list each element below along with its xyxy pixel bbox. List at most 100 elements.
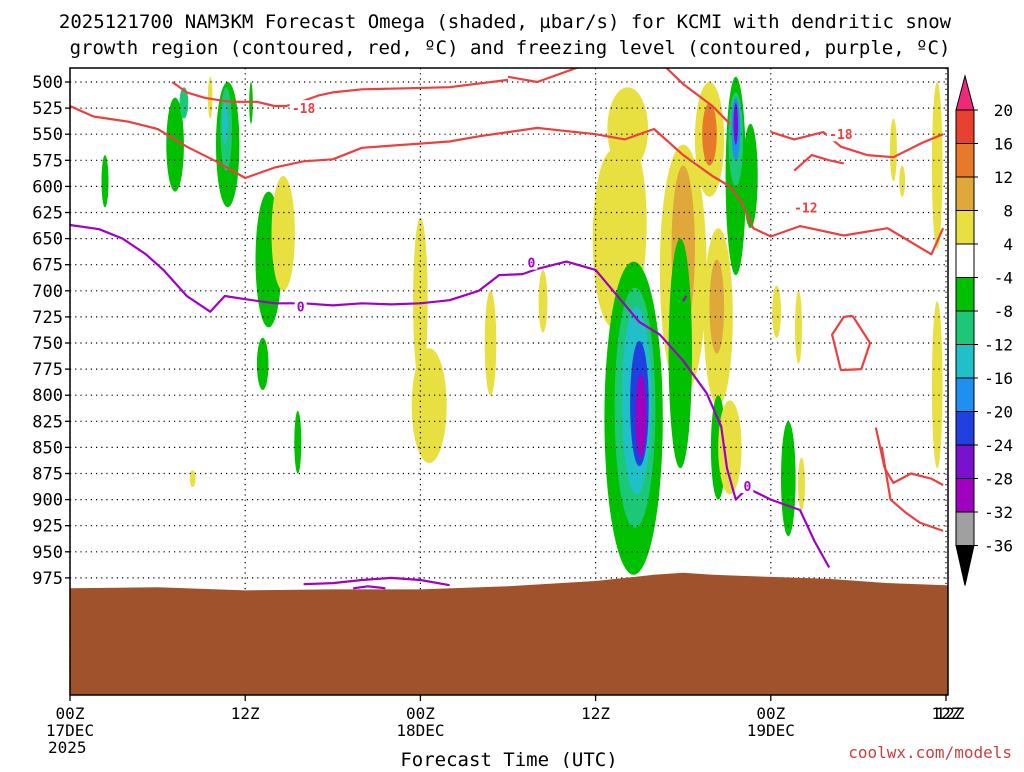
y-tick-label: 800	[32, 386, 63, 406]
x-tick-label: 00Z	[56, 704, 85, 723]
contour-label-bg	[525, 254, 538, 270]
x-tick-label: 12Z	[231, 704, 260, 723]
terrain-area	[70, 572, 948, 695]
colorbar-label: 16	[994, 135, 1013, 154]
omega-cell	[256, 337, 269, 390]
y-tick-label: 900	[32, 491, 63, 511]
omega-cell	[607, 87, 649, 171]
colorbar-bin	[955, 143, 975, 178]
colorbar-bin	[955, 243, 975, 278]
contour-label: 0	[744, 480, 752, 495]
colorbar-bin	[955, 444, 975, 479]
omega-cell	[294, 410, 302, 474]
omega-cell	[221, 102, 228, 145]
y-tick-label: 625	[32, 204, 63, 224]
y-tick-label: 525	[32, 99, 63, 119]
freezing-level-line	[70, 223, 831, 569]
colorbar-label: -28	[984, 470, 1013, 489]
omega-cell	[484, 290, 497, 396]
contour-label: -18	[829, 128, 853, 143]
omega-cell	[931, 82, 943, 249]
y-tick-label: 850	[32, 438, 63, 458]
y-tick-label: 675	[32, 256, 63, 276]
y-tick-label: 500	[32, 73, 63, 93]
omega-cell	[702, 102, 717, 166]
colorbar-label: 8	[1003, 202, 1013, 221]
omega-shading-layer	[101, 76, 943, 575]
contour-label-bg	[791, 199, 820, 215]
y-tick-label: 650	[32, 230, 63, 250]
omega-cell	[772, 285, 781, 338]
contour-label: 0	[527, 257, 535, 272]
colorbar-label: -24	[984, 436, 1013, 455]
colorbar-label: -12	[984, 336, 1013, 355]
colorbar: 20 16 12 8 4 -4 -8 -12 -16 -20 -24 -28 -32 -36	[955, 74, 1013, 586]
freezing-level-line	[682, 295, 688, 302]
contour-label: -12	[794, 201, 817, 216]
colorbar-bin	[955, 277, 975, 312]
x-tick-label: 19DEC	[747, 721, 795, 740]
watermark: coolwx.com/models	[848, 743, 1012, 762]
y-axis: 500 525 550 575 600 625 650 675 700 725 750 775 800 8…	[32, 73, 70, 589]
freezing-level-line	[353, 585, 386, 590]
x-tick-label: 18DEC	[396, 721, 444, 740]
dgz-contour-line	[507, 68, 731, 125]
colorbar-bin	[955, 310, 975, 345]
freezing-level-line	[303, 576, 450, 587]
x-axis-label: Forecast Time (UTC)	[400, 749, 617, 768]
omega-cell	[795, 290, 802, 364]
plot-frame	[69, 67, 949, 696]
colorbar-bin	[955, 210, 975, 245]
dgz-contour-line	[171, 78, 509, 108]
colorbar-label: -8	[994, 302, 1013, 321]
colorbar-label: -4	[994, 269, 1013, 288]
contour-label-bg	[741, 478, 754, 494]
omega-cell	[101, 155, 109, 208]
omega-cell	[166, 97, 184, 192]
contour-label: 0	[297, 300, 305, 315]
x-tick-label: 17DEC	[46, 721, 94, 740]
y-tick-label: 950	[32, 543, 63, 563]
colorbar-label: -20	[984, 403, 1013, 422]
omega-cell	[635, 374, 647, 458]
omega-cell	[733, 102, 739, 145]
x-tick-label: 2025	[48, 738, 87, 757]
y-tick-label: 825	[32, 412, 63, 432]
omega-cell	[743, 123, 758, 229]
omega-cell	[189, 470, 196, 488]
x-tick-label: 12Z	[936, 704, 965, 723]
omega-cell	[718, 400, 742, 495]
y-tick-label: 925	[32, 517, 63, 537]
colorbar-bin	[955, 176, 975, 211]
chart-title-line2: growth region (contoured, red, ºC) and f…	[70, 37, 951, 59]
dgz-contour-line	[70, 104, 945, 256]
colorbar-top-arrow	[955, 74, 975, 111]
colorbar-label: 12	[994, 168, 1013, 187]
x-tick-label: 00Z	[406, 704, 435, 723]
contour-label: -18	[292, 102, 316, 117]
x-tick-label: 12Z	[932, 704, 961, 723]
colorbar-bin	[955, 377, 975, 412]
terrain-layer	[70, 572, 948, 695]
omega-cell	[931, 301, 943, 469]
colorbar-label: -16	[984, 369, 1013, 388]
colorbar-label: -32	[984, 503, 1013, 522]
colorbar-label: 20	[994, 101, 1013, 120]
y-tick-label: 550	[32, 125, 63, 145]
y-tick-label: 750	[32, 334, 63, 354]
omega-cell	[668, 238, 692, 469]
y-tick-label: 975	[32, 569, 63, 589]
dgz-contour-line	[830, 314, 872, 372]
contour-label-bg	[289, 100, 318, 116]
dgz-contour-line	[793, 154, 845, 172]
x-tick-label: 00Z	[756, 704, 785, 723]
omega-cell	[538, 269, 548, 333]
chart-title-line1: 2025121700 NAM3KM Forecast Omega (shaded…	[59, 11, 952, 33]
dgz-contour-line	[880, 447, 944, 532]
contour-label-bg	[294, 298, 307, 314]
colorbar-label: -36	[984, 537, 1013, 556]
y-tick-label: 875	[32, 465, 63, 485]
